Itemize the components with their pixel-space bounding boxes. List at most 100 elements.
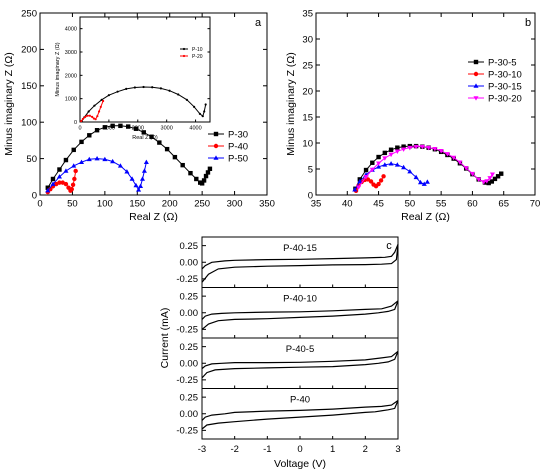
- data-point: [376, 154, 381, 160]
- data-point: [149, 134, 154, 139]
- y-tick-label: 0.00: [180, 258, 199, 269]
- data-point: [168, 89, 171, 92]
- data-point: [369, 167, 375, 173]
- x-tick-label: 1: [330, 444, 335, 455]
- data-point: [395, 145, 400, 150]
- data-point: [382, 150, 388, 156]
- panel-label-b: b: [525, 17, 531, 29]
- data-point: [368, 179, 374, 184]
- legend-marker: [213, 155, 219, 160]
- data-point: [376, 161, 382, 166]
- data-point: [205, 170, 211, 175]
- data-point: [438, 149, 444, 154]
- data-point: [137, 183, 144, 189]
- series-line: [47, 125, 211, 188]
- data-point: [484, 179, 490, 184]
- y-tick-label: 0.00: [180, 409, 199, 420]
- data-point: [413, 144, 419, 150]
- x-tick-label: 4000: [189, 126, 201, 132]
- y-tick-label: 10: [302, 138, 313, 149]
- data-point: [117, 163, 123, 168]
- x-tick-label: -2: [230, 444, 238, 455]
- data-point: [188, 170, 193, 176]
- x-tick-label: 70: [530, 199, 541, 210]
- legend-label: P-10: [192, 47, 203, 53]
- data-point: [481, 180, 487, 185]
- data-point: [469, 171, 475, 177]
- data-point: [203, 110, 206, 113]
- legend-marker: [182, 47, 186, 51]
- data-point: [93, 104, 96, 107]
- legend-marker: [213, 131, 219, 137]
- legend-label: P-20: [192, 54, 203, 60]
- data-point: [86, 114, 89, 117]
- cv-curve: [201, 244, 399, 270]
- x-tick-label: 0: [297, 444, 302, 455]
- legend-label: P-30: [228, 129, 248, 140]
- x-tick-label: 350: [259, 199, 275, 210]
- x-tick-label: 0: [78, 126, 81, 132]
- data-point: [50, 181, 56, 186]
- cv-curve: [201, 351, 399, 379]
- data-point: [394, 162, 400, 167]
- data-point: [370, 160, 375, 165]
- legend-label: P-40: [228, 141, 248, 152]
- data-point: [382, 162, 388, 167]
- data-point: [45, 185, 50, 190]
- cv-curve: [201, 400, 399, 421]
- data-point: [88, 114, 91, 117]
- y-tick-label: -0.25: [176, 375, 198, 386]
- plot-frame: [79, 16, 211, 123]
- data-point: [97, 110, 101, 113]
- data-point: [432, 146, 438, 152]
- y-axis-label: Minus imaginary Z (Ω): [3, 52, 15, 156]
- data-point: [63, 157, 69, 163]
- data-point: [133, 86, 136, 89]
- x-tick-label: -1: [263, 444, 271, 455]
- data-point: [378, 178, 384, 183]
- data-point: [126, 124, 131, 129]
- legend-marker: [473, 59, 479, 65]
- y-tick-label: 0: [32, 190, 37, 201]
- data-point: [376, 164, 382, 169]
- data-point: [199, 181, 205, 186]
- data-point: [73, 168, 78, 174]
- data-point: [143, 159, 149, 164]
- x-tick-label: 3: [395, 444, 400, 455]
- y-tick-label: 0.00: [180, 359, 199, 370]
- y-tick-label: 0.25: [180, 392, 199, 403]
- data-point: [489, 179, 495, 184]
- x-tick-label: 45: [373, 199, 384, 210]
- data-point: [381, 174, 386, 179]
- data-point: [94, 155, 100, 161]
- subplot-label: P-40-10: [283, 294, 317, 305]
- y-tick-label: 5: [308, 164, 313, 175]
- data-point: [87, 110, 90, 113]
- data-point: [151, 86, 154, 89]
- data-point: [139, 176, 146, 181]
- data-point: [201, 178, 207, 183]
- data-point: [487, 176, 493, 181]
- data-point: [363, 167, 369, 173]
- data-point: [492, 176, 498, 182]
- legend-marker: [182, 54, 186, 58]
- data-point: [451, 155, 457, 161]
- x-tick-label: 200: [162, 199, 178, 210]
- data-point: [141, 130, 146, 135]
- cv-curve: [201, 400, 399, 430]
- data-point: [388, 161, 394, 166]
- data-point: [413, 174, 419, 180]
- y-tick-label: 150: [21, 81, 37, 92]
- subplot-label: P-40: [290, 395, 310, 406]
- x-axis-label: Real Z (Ω): [132, 135, 158, 141]
- x-tick-label: 55: [436, 199, 447, 210]
- cv-curve: [201, 350, 399, 370]
- data-point: [201, 115, 204, 118]
- data-point: [84, 115, 87, 118]
- data-point: [421, 181, 427, 186]
- data-point: [96, 115, 99, 118]
- y-tick-label: 200: [21, 45, 37, 56]
- y-tick-label: 250: [21, 8, 37, 19]
- data-point: [69, 186, 74, 192]
- legend-label: P-30-10: [488, 69, 522, 80]
